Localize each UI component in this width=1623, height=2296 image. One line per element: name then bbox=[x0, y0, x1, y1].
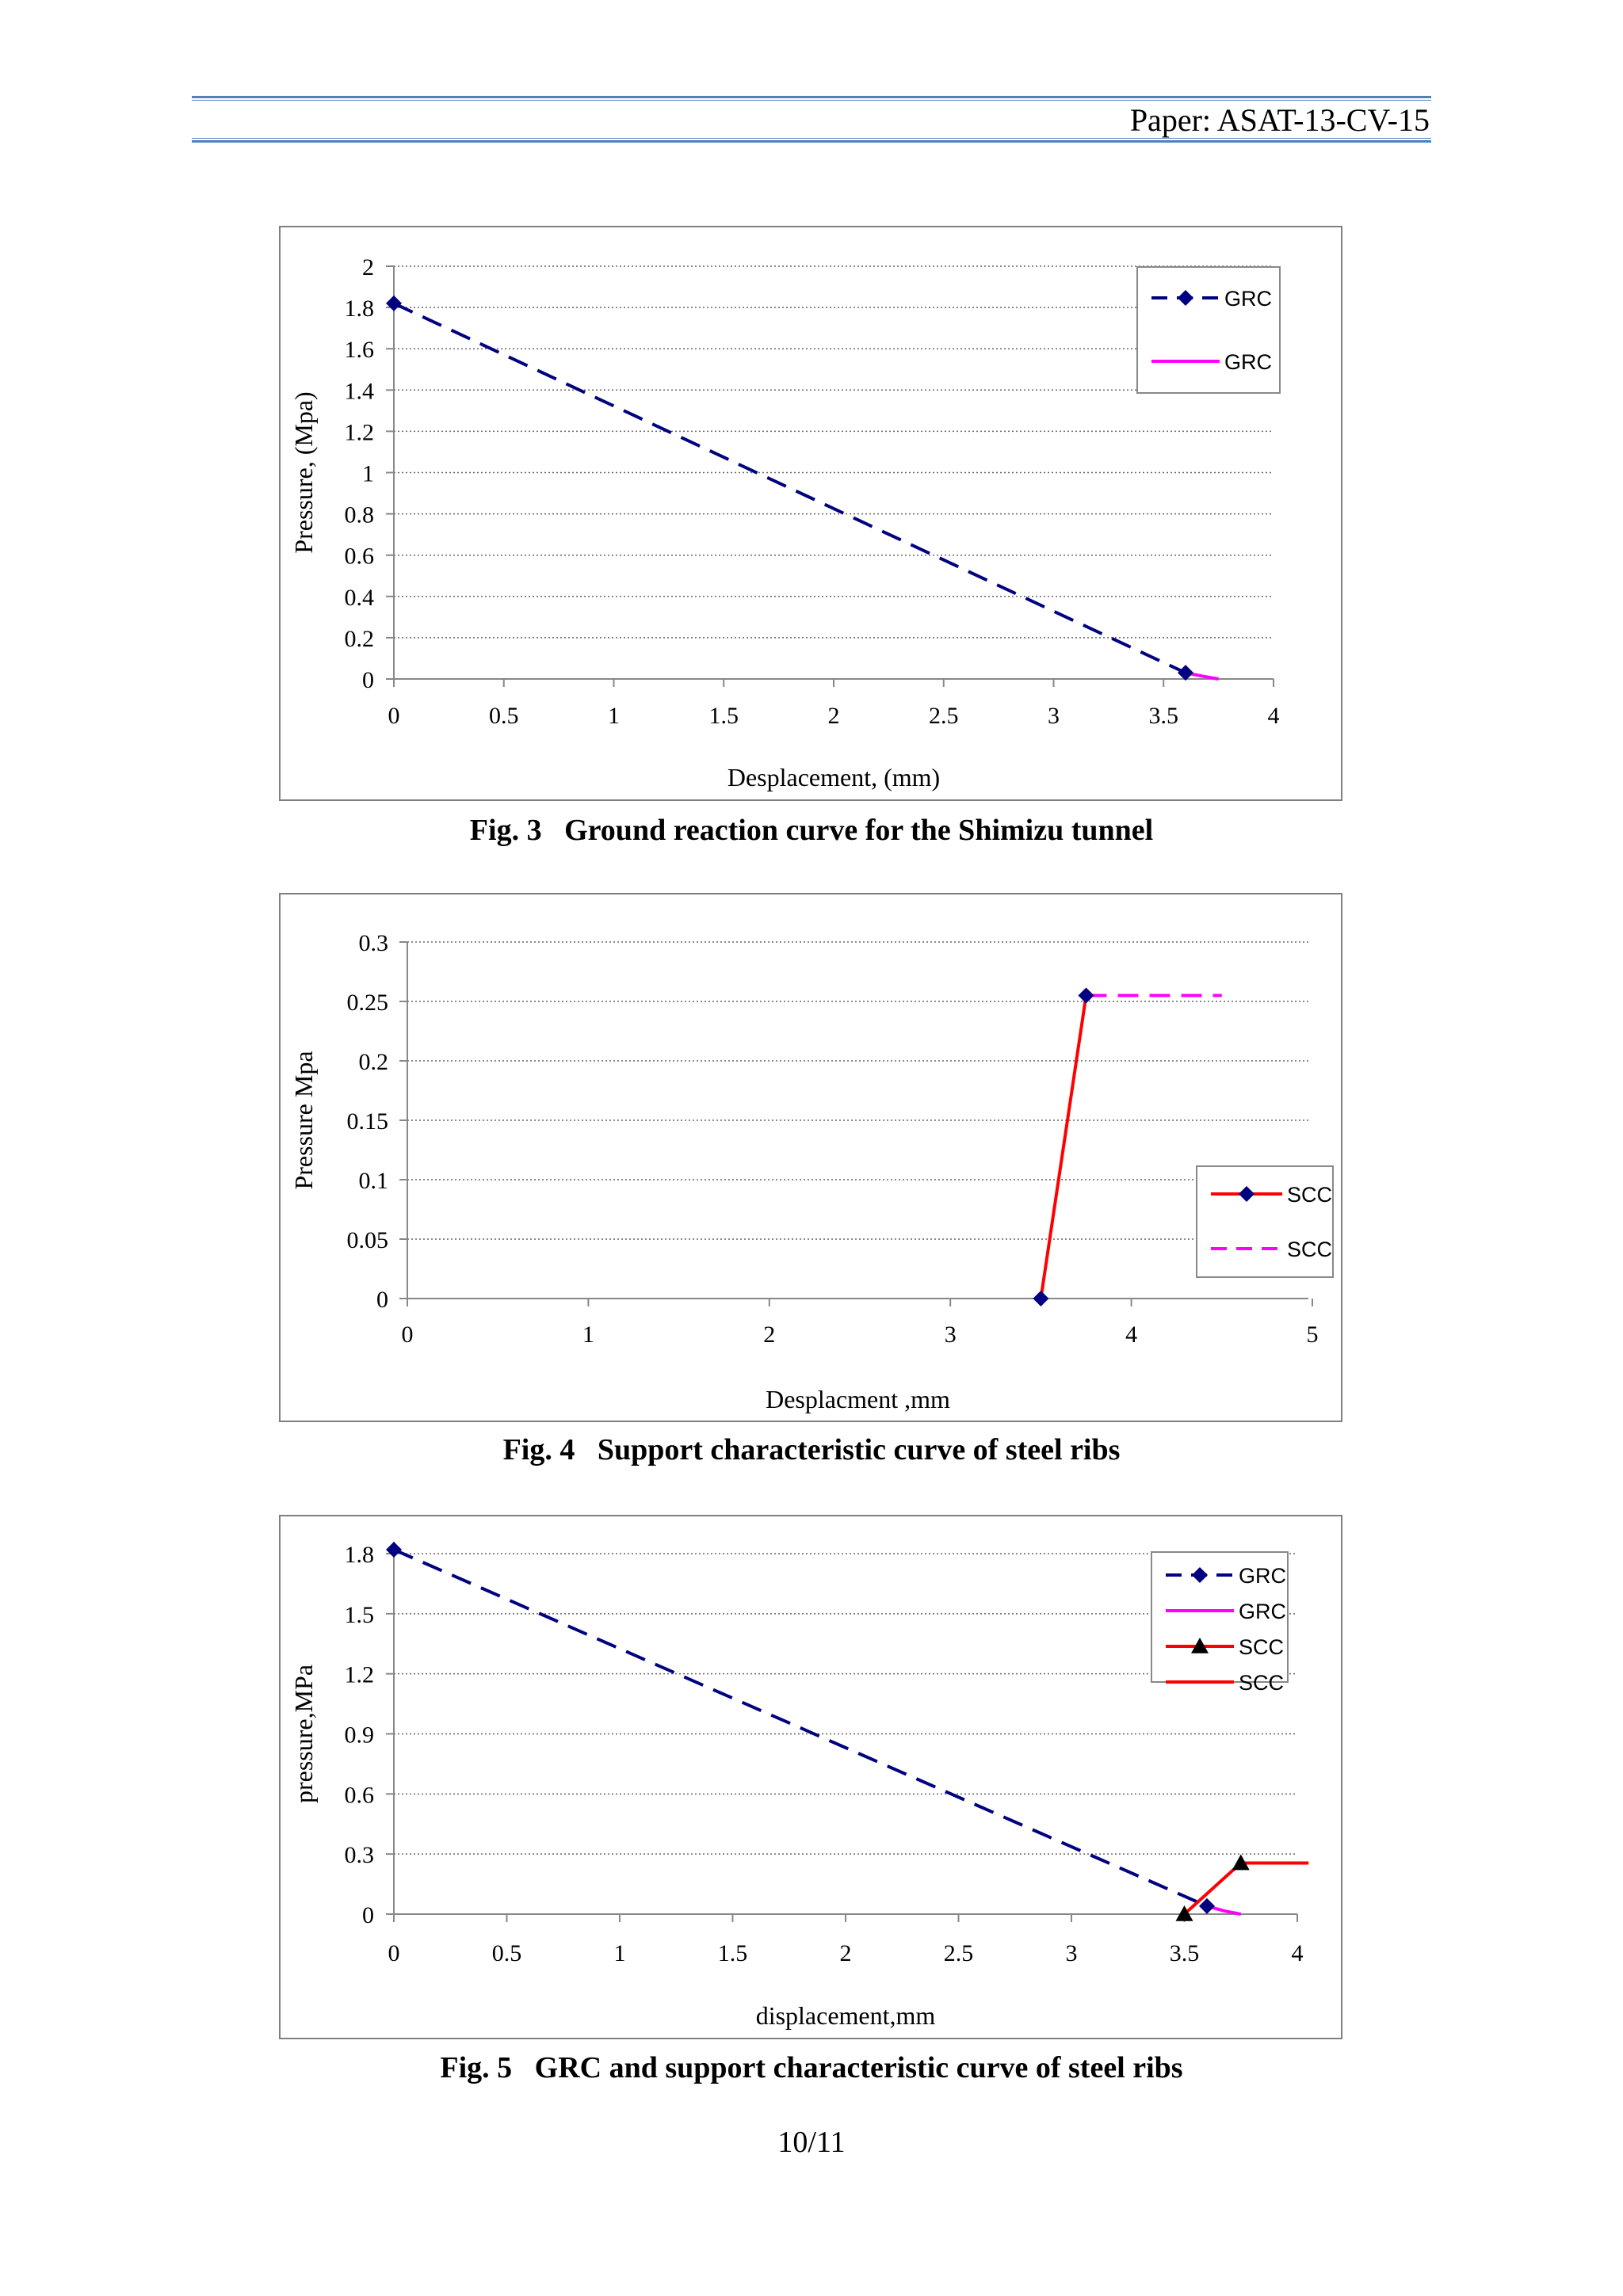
y-tick-label: 0.8 bbox=[345, 502, 375, 528]
y-tick-label: 0.3 bbox=[359, 930, 389, 956]
grc-scc-chart-svg: 0 0.3 0.6 0.9 1.2 1.5 1.8 0 0.5 1 1.5 2 2.5 3 3.5 4 disp… bbox=[289, 1541, 1309, 2030]
x-tick-label: 4 bbox=[1125, 1322, 1137, 1348]
x-tick-label: 2.5 bbox=[944, 1940, 974, 1966]
y-tick-label: 1.8 bbox=[345, 296, 375, 322]
y-tick-label: 0.4 bbox=[345, 585, 375, 611]
x-tick-label: 2.5 bbox=[929, 703, 959, 729]
y-tick-label: 0.2 bbox=[345, 626, 375, 652]
paper-id: Paper: ASAT-13-CV-15 bbox=[1129, 102, 1430, 138]
x-tick-label: 3.5 bbox=[1170, 1940, 1200, 1966]
y-tick-label: 0.3 bbox=[345, 1842, 375, 1868]
figure-3-caption: Fig. 3 Ground reaction curve for the Shi… bbox=[469, 814, 1154, 847]
y-tick-label: 0.25 bbox=[347, 990, 389, 1016]
data-point-marker bbox=[1178, 665, 1193, 681]
data-point-marker bbox=[1232, 1854, 1250, 1871]
series-line bbox=[1039, 995, 1088, 1299]
legend-marker bbox=[1191, 1638, 1209, 1653]
figure-5-chart: 0 0.3 0.6 0.9 1.2 1.5 1.8 0 0.5 1 1.5 2 2.5 3 3.5 4 disp… bbox=[279, 1515, 1342, 2039]
y-tick-label: 1 bbox=[362, 461, 374, 487]
x-tick-label: 1 bbox=[614, 1940, 626, 1966]
legend-label: GRC bbox=[1224, 350, 1272, 374]
x-tick-label: 0 bbox=[402, 1322, 414, 1348]
x-tick-label: 3 bbox=[1066, 1940, 1078, 1966]
x-tick-label: 3 bbox=[945, 1322, 957, 1348]
y-tick-label: 1.6 bbox=[345, 337, 375, 363]
x-tick-label: 3.5 bbox=[1149, 703, 1179, 729]
y-tick-label: 1.4 bbox=[345, 378, 375, 404]
y-axis-label: pressure,MPa bbox=[289, 1665, 318, 1803]
legend-label: SCC bbox=[1287, 1183, 1332, 1207]
x-tick-label: 1.5 bbox=[709, 703, 739, 729]
data-point-marker bbox=[386, 295, 402, 311]
series-line bbox=[393, 302, 1186, 674]
y-tick-label: 0.6 bbox=[345, 543, 375, 570]
legend-marker bbox=[1192, 1567, 1208, 1583]
legend-label: GRC bbox=[1224, 287, 1272, 311]
legend-label: GRC bbox=[1239, 1564, 1286, 1588]
y-tick-label: 1.2 bbox=[345, 1662, 375, 1688]
x-tick-label: 2 bbox=[828, 703, 840, 729]
x-tick-label: 0 bbox=[388, 1940, 400, 1966]
y-tick-label: 1.2 bbox=[345, 419, 375, 445]
x-tick-label: 0.5 bbox=[492, 1940, 522, 1966]
x-tick-label: 2 bbox=[763, 1322, 775, 1348]
legend-box bbox=[1196, 1165, 1334, 1278]
data-point-marker bbox=[1199, 1897, 1215, 1914]
y-axis-label: Pressure, (Mpa) bbox=[289, 391, 318, 553]
data-point-marker bbox=[1033, 1291, 1049, 1306]
legend-marker bbox=[1239, 1186, 1254, 1202]
legend-box bbox=[1136, 266, 1281, 394]
header-rule-bottom-thin bbox=[192, 138, 1431, 139]
data-point-marker bbox=[386, 1541, 402, 1558]
x-tick-label: 3 bbox=[1048, 703, 1060, 729]
figure-5-caption: Fig. 5 GRC and support characteristic cu… bbox=[440, 2051, 1183, 2084]
y-tick-label: 1.5 bbox=[345, 1602, 375, 1628]
y-tick-label: 0.6 bbox=[345, 1782, 375, 1808]
legend-marker bbox=[1178, 290, 1193, 306]
data-point-marker bbox=[1078, 987, 1094, 1004]
legend-label: GRC bbox=[1239, 1600, 1286, 1623]
legend-label: SCC bbox=[1239, 1635, 1284, 1659]
grc-chart-svg: 0 0.2 0.4 0.6 0.8 1 1.2 1.4 1.6 1.8 2 0 0.5 1 1.5 2 2.5 3… bbox=[289, 254, 1281, 791]
header-rule-top-thin bbox=[192, 100, 1431, 101]
x-tick-label: 0.5 bbox=[489, 703, 519, 729]
y-tick-label: 0 bbox=[376, 1287, 388, 1313]
page-number: 10/11 bbox=[777, 2126, 846, 2159]
y-tick-label: 0.15 bbox=[347, 1108, 389, 1135]
header-rule-bottom bbox=[192, 140, 1431, 143]
x-tick-label: 1.5 bbox=[718, 1940, 748, 1966]
legend-label: SCC bbox=[1287, 1238, 1332, 1261]
y-tick-label: 0 bbox=[362, 667, 374, 693]
y-tick-label: 1.8 bbox=[345, 1542, 375, 1568]
figure-4-caption: Fig. 4 Support characteristic curve of s… bbox=[502, 1433, 1121, 1466]
x-tick-label: 1 bbox=[582, 1322, 594, 1348]
x-tick-label: 0 bbox=[388, 703, 400, 729]
x-tick-label: 1 bbox=[608, 703, 620, 729]
figure-4-chart: 0 0.05 0.1 0.15 0.2 0.25 0.3 0 1 2 3 4 5 Desplacment … bbox=[279, 893, 1342, 1422]
data-point-marker bbox=[1175, 1905, 1193, 1921]
x-axis-label: displacement,mm bbox=[756, 2001, 936, 2030]
scc-chart-svg: 0 0.05 0.1 0.15 0.2 0.25 0.3 0 1 2 3 4 5 Desplacment … bbox=[289, 930, 1334, 1413]
x-axis-label: Desplacement, (mm) bbox=[727, 763, 940, 791]
x-tick-label: 4 bbox=[1292, 1940, 1304, 1966]
y-tick-label: 2 bbox=[362, 254, 374, 280]
y-tick-label: 0.05 bbox=[347, 1227, 389, 1253]
header-rule-top bbox=[192, 96, 1431, 98]
y-tick-label: 0 bbox=[362, 1902, 374, 1928]
x-axis-label: Desplacment ,mm bbox=[766, 1385, 950, 1413]
y-axis-label: Pressure Mpa bbox=[289, 1051, 318, 1189]
x-tick-label: 2 bbox=[840, 1940, 852, 1966]
y-tick-label: 0.2 bbox=[359, 1049, 389, 1075]
x-tick-label: 5 bbox=[1307, 1322, 1319, 1348]
x-tick-label: 4 bbox=[1268, 703, 1280, 729]
figure-3-chart: 0 0.2 0.4 0.6 0.8 1 1.2 1.4 1.6 1.8 2 0 0.5 1 1.5 2 2.5 3… bbox=[279, 226, 1342, 801]
y-tick-label: 0.9 bbox=[345, 1722, 375, 1749]
y-tick-label: 0.1 bbox=[359, 1168, 389, 1194]
series-line bbox=[393, 1548, 1208, 1908]
series-line bbox=[1183, 1862, 1243, 1916]
legend-label: SCC bbox=[1239, 1671, 1284, 1695]
